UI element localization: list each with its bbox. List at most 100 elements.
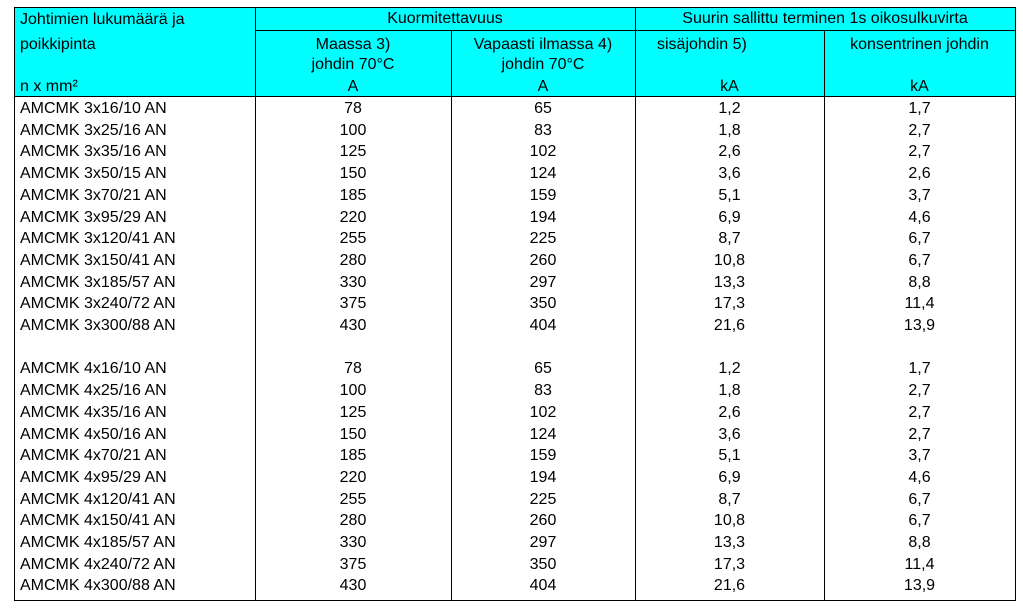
ground-load-cell: 185	[339, 447, 367, 465]
grid-col4-right	[824, 30, 825, 601]
air-load-cell: 159	[529, 447, 557, 465]
concentric-conductor-cell: 11,4	[904, 555, 935, 573]
grid-col1-right	[255, 7, 256, 601]
inner-conductor-cell: 1,8	[718, 382, 741, 400]
cable-type-cell: AMCMK 4x150/41 AN	[20, 512, 176, 530]
cable-type-cell: AMCMK 4x16/10 AN	[20, 360, 167, 378]
inner-conductor-cell: 17,3	[713, 555, 746, 573]
air-load-cell: 159	[529, 186, 557, 204]
grid-bottom	[14, 600, 1016, 601]
header-col1-line2: poikkipinta	[20, 36, 96, 53]
inner-conductor-cell: 6,9	[718, 208, 741, 226]
concentric-conductor-cell: 1,7	[908, 360, 931, 378]
concentric-conductor-cell: 6,7	[908, 490, 931, 508]
air-load-cell: 194	[529, 468, 557, 486]
air-load-cell: 297	[529, 534, 557, 551]
grid-col2-right	[451, 30, 452, 601]
concentric-conductor-cell: 4,6	[908, 208, 931, 226]
cable-type-cell: AMCMK 4x120/41 AN	[20, 490, 176, 508]
inner-conductor-cell: 5,1	[718, 186, 741, 204]
concentric-conductor-cell: 6,7	[908, 251, 931, 269]
concentric-conductor-cell: 2,7	[908, 143, 931, 161]
concentric-conductor-cell: 2,6	[908, 165, 931, 183]
air-load-cell: 65	[534, 360, 552, 378]
cable-type-cell: AMCMK 3x50/15 AN	[20, 165, 167, 183]
header-group2-title: Suurin sallittu terminen 1s oikosulkuvir…	[682, 10, 968, 27]
cable-type-cell: AMCMK 4x25/16 AN	[20, 382, 167, 400]
air-load-cell: 83	[534, 382, 552, 400]
ground-load-cell: 430	[339, 577, 367, 595]
air-load-cell: 102	[529, 403, 557, 421]
air-load-cell: 102	[529, 143, 557, 161]
concentric-conductor-cell: 4,6	[908, 468, 931, 486]
concentric-conductor-cell: 2,7	[908, 403, 931, 421]
inner-conductor-cell: 8,7	[718, 230, 741, 248]
ground-load-cell: 100	[339, 382, 367, 400]
inner-conductor-cell: 13,3	[713, 273, 746, 291]
grid-header-bottom	[14, 96, 1016, 97]
cable-type-cell: AMCMK 3x95/29 AN	[20, 208, 167, 226]
header-bg-col2	[255, 30, 451, 96]
air-load-cell: 404	[529, 317, 557, 334]
cable-type-cell: AMCMK 3x300/88 AN	[20, 317, 176, 334]
header-col1-unit: n x mm²	[20, 78, 78, 95]
air-load-cell: 124	[529, 165, 557, 183]
concentric-conductor-cell: 6,7	[908, 512, 931, 530]
inner-conductor-cell: 3,6	[718, 165, 741, 183]
cable-type-cell: AMCMK 3x16/10 AN	[20, 100, 167, 117]
header-bg-col1	[14, 8, 255, 96]
concentric-conductor-cell: 2,7	[908, 425, 931, 443]
ground-load-cell: 430	[339, 317, 367, 334]
ground-load-cell: 125	[339, 403, 367, 421]
ground-load-cell: 255	[339, 490, 367, 508]
header-col4-line1: sisäjohdin 5)	[657, 36, 747, 53]
ground-load-cell: 220	[339, 208, 367, 226]
inner-conductor-cell: 10,8	[713, 251, 746, 269]
inner-conductor-cell: 8,7	[718, 490, 741, 508]
inner-conductor-cell: 13,3	[713, 534, 746, 551]
inner-conductor-cell: 1,2	[718, 360, 741, 378]
inner-conductor-cell: 6,9	[718, 468, 741, 486]
header-bg-group2	[635, 8, 1015, 30]
concentric-conductor-cell: 2,7	[908, 121, 931, 139]
cable-type-cell: AMCMK 4x185/57 AN	[20, 534, 176, 551]
concentric-conductor-cell: 3,7	[908, 186, 931, 204]
cable-type-cell: AMCMK 4x70/21 AN	[20, 447, 167, 465]
ground-load-cell: 280	[339, 251, 367, 269]
ground-load-cell: 220	[339, 468, 367, 486]
header-col5-unit: kA	[910, 78, 929, 95]
inner-conductor-cell: 10,8	[713, 512, 746, 530]
air-load-cell: 350	[529, 555, 557, 573]
ground-load-cell: 150	[339, 425, 367, 443]
concentric-conductor-cell: 11,4	[904, 295, 935, 313]
cable-type-cell: AMCMK 3x70/21 AN	[20, 186, 167, 204]
concentric-conductor-cell: 2,7	[908, 382, 931, 400]
inner-conductor-cell: 2,6	[718, 403, 741, 421]
cable-type-cell: AMCMK 3x240/72 AN	[20, 295, 176, 313]
concentric-conductor-cell: 13,9	[903, 577, 936, 595]
inner-conductor-cell: 17,3	[713, 295, 746, 313]
ground-load-cell: 255	[339, 230, 367, 248]
cable-type-cell: AMCMK 3x120/41 AN	[20, 230, 176, 248]
header-col1-line1: Johtimien lukumäärä ja	[20, 11, 185, 28]
inner-conductor-cell: 1,2	[718, 100, 741, 117]
inner-conductor-cell: 2,6	[718, 143, 741, 161]
cable-type-cell: AMCMK 4x240/72 AN	[20, 555, 176, 573]
concentric-conductor-cell: 3,7	[908, 447, 931, 465]
ground-load-cell: 375	[339, 295, 367, 313]
header-bg-col4	[635, 30, 824, 96]
ground-load-cell: 330	[339, 273, 367, 291]
concentric-conductor-cell: 8,8	[908, 534, 931, 551]
cable-type-cell: AMCMK 4x50/16 AN	[20, 425, 167, 443]
header-bg-col3	[451, 30, 635, 96]
header-col3-line1: Vapaasti ilmassa 4)	[473, 36, 613, 53]
inner-conductor-cell: 21,6	[713, 577, 746, 595]
air-load-cell: 404	[529, 577, 557, 595]
header-col2-unit: A	[347, 78, 359, 95]
cable-type-cell: AMCMK 4x300/88 AN	[20, 577, 176, 595]
ground-load-cell: 330	[339, 534, 367, 551]
ground-load-cell: 185	[339, 186, 367, 204]
grid-left	[14, 7, 15, 601]
header-col4-unit: kA	[720, 78, 739, 95]
